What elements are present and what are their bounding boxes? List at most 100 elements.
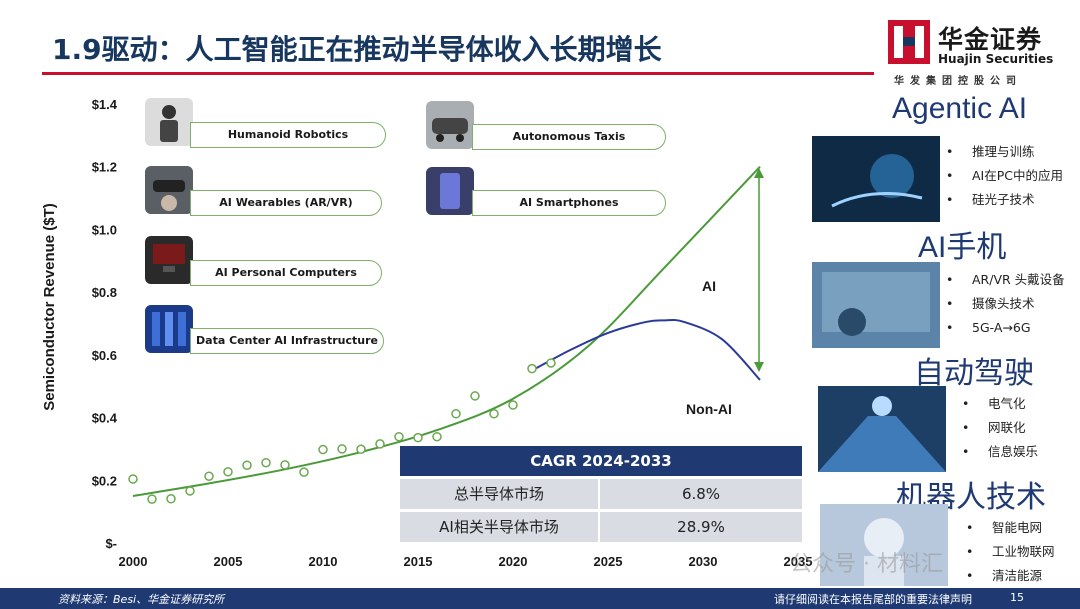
x-tick-label: 2020 (499, 554, 528, 569)
list-item: 电气化 (962, 392, 1038, 416)
y-tick-label: $0.8 (92, 285, 117, 300)
cagr-row-label: 总半导体市场 (400, 479, 600, 509)
data-point (356, 444, 366, 454)
robotics-image (820, 504, 948, 586)
app-label-data-center: Data Center AI Infrastructure (190, 328, 384, 354)
footer-bar: 资料来源：Besi、华金证券研究所 请仔细阅读在本报告尾部的重要法律声明 15 (0, 588, 1080, 609)
app-label-humanoid-robotics: Humanoid Robotics (190, 122, 386, 148)
app-label-ai-smartphones: AI Smartphones (472, 190, 666, 216)
cagr-row-value: 28.9% (677, 518, 725, 536)
list-item: 网联化 (962, 416, 1038, 440)
cagr-row-value: 6.8% (681, 485, 721, 503)
x-tick-label: 2025 (594, 554, 623, 569)
list-item: AI在PC中的应用 (946, 164, 1063, 188)
smartphone-thumbnail (426, 167, 474, 215)
autonomous-driving-image (818, 386, 946, 472)
y-tick-label: $1.4 (92, 97, 118, 112)
data-point (147, 494, 157, 504)
data-point (299, 467, 309, 477)
data-point (375, 439, 385, 449)
x-tick-label: 2000 (119, 554, 148, 569)
side-heading-agentic-ai: Agentic AI (892, 92, 1028, 125)
ai-phone-list: AR/VR 头戴设备 摄像头技术 5G-A→6G (946, 268, 1065, 340)
page-number: 15 (1010, 591, 1024, 604)
data-center-thumbnail (145, 305, 193, 353)
y-axis-label: Semiconductor Revenue ($T) (41, 203, 58, 411)
data-point (432, 431, 442, 442)
agentic-ai-list: 推理与训练 AI在PC中的应用 硅光子技术 (946, 140, 1063, 212)
x-tick-label: 2035 (784, 554, 813, 569)
list-item: 硅光子技术 (946, 188, 1063, 212)
logo-subtitle: 华发集团控股公司 (894, 76, 1022, 87)
table-row: 总半导体市场 6.8% (400, 479, 802, 509)
autonomous-taxi-thumbnail (426, 101, 474, 149)
data-point (489, 409, 499, 419)
side-heading-ai-phone: AI手机 (918, 231, 1007, 264)
non-ai-trend-line (531, 318, 761, 381)
list-item: 工业物联网 (966, 540, 1055, 564)
list-item: 摄像头技术 (946, 292, 1065, 316)
app-label-ai-pcs: AI Personal Computers (190, 260, 382, 286)
list-item: 推理与训练 (946, 140, 1063, 164)
title-divider (42, 72, 874, 75)
cagr-table-header: CAGR 2024-2033 (400, 446, 802, 476)
data-point (261, 457, 271, 468)
data-point (394, 431, 404, 442)
ai-series-label: AI (702, 278, 716, 294)
growth-gap-arrow (754, 168, 764, 372)
humanoid-robot-thumbnail (145, 98, 193, 146)
y-tick-label: $1.2 (92, 160, 117, 175)
list-item: 5G-A→6G (946, 316, 1065, 340)
huajin-logo-icon (888, 20, 930, 64)
ai-trend-line (132, 166, 761, 497)
legal-disclaimer: 请仔细阅读在本报告尾部的重要法律声明 (774, 593, 972, 606)
cagr-row-label: AI相关半导体市场 (400, 512, 600, 542)
data-point (128, 474, 138, 484)
ai-phone-image (812, 262, 940, 348)
page-title: 1.9驱动：人工智能正在推动半导体收入长期增长 (52, 33, 662, 66)
x-tick-label: 2030 (689, 554, 718, 569)
y-tick-label: $- (105, 536, 117, 551)
data-point (242, 460, 252, 470)
watermark: 公众号 · 材料汇 (790, 552, 943, 577)
data-point (508, 400, 518, 410)
cagr-table: CAGR 2024-2033 总半导体市场 6.8% AI相关半导体市场 28.… (400, 446, 802, 542)
list-item: AR/VR 头戴设备 (946, 268, 1065, 292)
data-point (451, 409, 461, 419)
data-point (527, 363, 537, 374)
x-tick-label: 2010 (309, 554, 338, 569)
list-item: 智能电网 (966, 516, 1055, 540)
company-logo: 华金证券 Huajin Securities 华发集团控股公司 (888, 14, 1068, 87)
logo-chinese-name: 华金证券 (938, 25, 1043, 54)
robotics-list: 智能电网 工业物联网 清洁能源 (966, 516, 1055, 588)
data-point (204, 471, 214, 481)
x-tick-label: 2005 (214, 554, 243, 569)
side-heading-autonomous-driving: 自动驾驶 (914, 357, 1034, 390)
y-tick-label: $1.0 (92, 222, 117, 237)
x-tick-label: 2015 (404, 554, 433, 569)
data-point (470, 391, 480, 401)
data-point (413, 432, 423, 443)
list-item: 清洁能源 (966, 564, 1055, 588)
y-tick-label: $0.2 (92, 473, 117, 488)
personal-computer-thumbnail (145, 236, 193, 284)
data-point (546, 358, 556, 368)
vr-headset-thumbnail (145, 166, 193, 214)
list-item: 信息娱乐 (962, 440, 1038, 464)
data-point (318, 444, 328, 455)
data-point (280, 460, 290, 470)
logo-english-name: Huajin Securities (938, 52, 1054, 66)
non-ai-series-label: Non-AI (686, 401, 732, 417)
app-label-autonomous-taxis: Autonomous Taxis (472, 124, 666, 150)
y-tick-label: $0.6 (92, 348, 117, 363)
table-row: AI相关半导体市场 28.9% (400, 512, 802, 542)
data-point (337, 444, 347, 454)
source-note: 资料来源：Besi、华金证券研究所 (58, 593, 225, 606)
app-label-ai-wearables: AI Wearables (AR/VR) (190, 190, 382, 216)
data-point (185, 486, 195, 496)
y-tick-label: $0.4 (92, 411, 118, 426)
agentic-ai-image (812, 136, 940, 222)
data-point (166, 494, 176, 504)
data-point (223, 467, 233, 477)
